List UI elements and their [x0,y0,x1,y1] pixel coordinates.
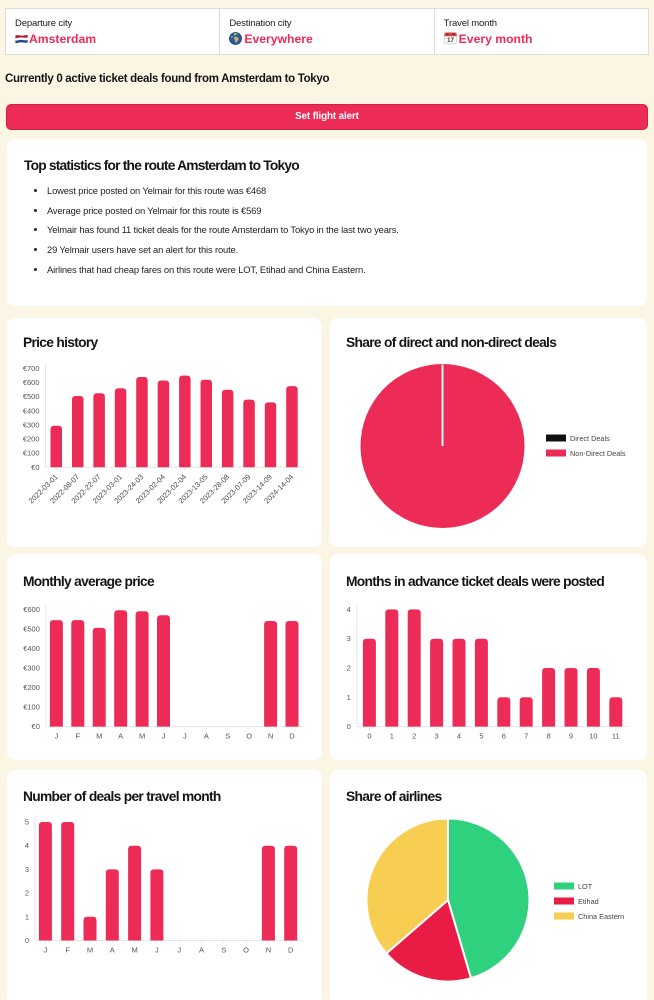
svg-text:€600: €600 [23,378,40,387]
svg-text:€500: €500 [23,392,40,401]
svg-text:€400: €400 [23,644,40,653]
svg-text:1: 1 [390,732,394,741]
svg-text:€700: €700 [23,364,40,373]
svg-text:0: 0 [25,936,29,945]
svg-text:S: S [225,732,230,741]
svg-text:China Eastern: China Eastern [578,912,624,921]
svg-text:M: M [131,946,137,955]
svg-text:J: J [44,946,48,955]
svg-text:S: S [221,946,226,955]
svg-text:J: J [55,732,59,741]
svg-text:4: 4 [457,732,461,741]
svg-text:Non-Direct Deals: Non-Direct Deals [570,449,626,458]
svg-text:O: O [243,946,249,955]
svg-text:J: J [162,732,166,741]
svg-text:J: J [155,946,159,955]
svg-text:F: F [76,732,81,741]
svg-text:Direct Deals: Direct Deals [570,434,610,443]
svg-text:1: 1 [25,912,29,921]
svg-text:3: 3 [435,732,439,741]
svg-text:M: M [96,732,102,741]
svg-text:A: A [110,946,115,955]
svg-text:2: 2 [25,889,29,898]
svg-text:2: 2 [347,664,351,673]
svg-text:D: D [289,732,295,741]
svg-text:M: M [139,732,145,741]
svg-text:6: 6 [502,732,506,741]
svg-text:€0: €0 [31,463,39,472]
svg-text:€200: €200 [23,435,40,444]
svg-text:3: 3 [347,634,351,643]
svg-text:O: O [246,732,252,741]
svg-text:€200: €200 [23,683,40,692]
svg-text:M: M [87,946,93,955]
svg-text:11: 11 [612,732,620,741]
svg-text:5: 5 [479,732,483,741]
svg-text:5: 5 [25,818,29,827]
svg-text:8: 8 [547,732,551,741]
svg-text:A: A [118,732,123,741]
svg-text:9: 9 [569,732,573,741]
svg-text:€500: €500 [23,624,40,633]
svg-text:A: A [199,946,204,955]
svg-text:Etihad: Etihad [578,897,599,906]
svg-text:4: 4 [25,841,29,850]
svg-text:LOT: LOT [578,882,593,891]
svg-text:J: J [183,732,187,741]
svg-text:3: 3 [25,865,29,874]
svg-text:1: 1 [347,693,351,702]
svg-text:€400: €400 [23,406,40,415]
svg-text:€100: €100 [23,449,40,458]
svg-text:N: N [266,946,271,955]
svg-text:€300: €300 [23,420,40,429]
svg-text:€0: €0 [32,722,40,731]
svg-text:17: 17 [447,38,454,44]
svg-text:D: D [288,946,294,955]
svg-text:7: 7 [524,732,528,741]
svg-text:F: F [65,946,70,955]
svg-text:€100: €100 [23,703,40,712]
svg-text:€600: €600 [23,605,40,614]
svg-text:0: 0 [367,732,371,741]
svg-text:A: A [204,732,209,741]
svg-text:J: J [177,946,181,955]
svg-text:4: 4 [347,605,351,614]
svg-text:N: N [268,732,273,741]
svg-text:10: 10 [589,732,597,741]
svg-text:2: 2 [412,732,416,741]
svg-text:0: 0 [347,722,351,731]
svg-text:€300: €300 [23,663,40,672]
